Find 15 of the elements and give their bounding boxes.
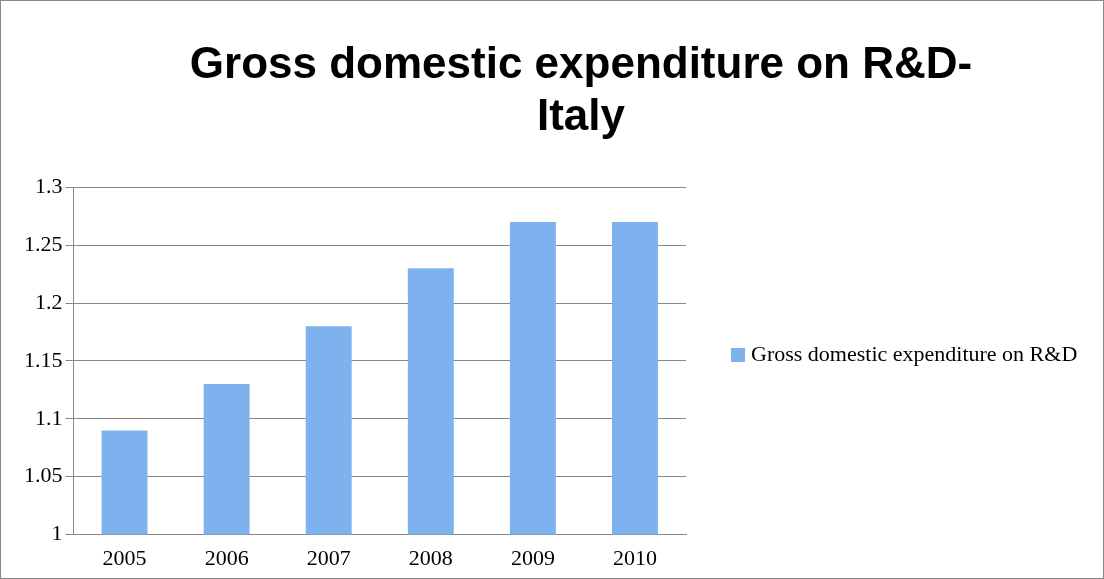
chart-title: Gross domestic expenditure on R&D-Italy — [188, 37, 974, 141]
y-tick-label: 1.3 — [35, 172, 63, 198]
x-tick-label: 2007 — [306, 544, 351, 570]
x-tick-label: 2009 — [510, 544, 555, 570]
y-tick-label: 1.1 — [35, 404, 63, 430]
x-tick-label: 2010 — [612, 544, 657, 570]
x-tick-label: 2005 — [102, 544, 147, 570]
y-tick-label: 1.25 — [24, 230, 63, 256]
legend-label: Gross domestic expenditure on R&D — [751, 341, 1078, 367]
y-tick-label: 1.05 — [24, 462, 63, 488]
x-tick-label: 2006 — [204, 544, 249, 570]
y-tick-label: 1.15 — [24, 346, 63, 372]
y-tick-label: 1 — [51, 520, 63, 546]
y-tick-label: 1.2 — [35, 288, 63, 314]
x-tick-label: 2008 — [408, 544, 453, 570]
